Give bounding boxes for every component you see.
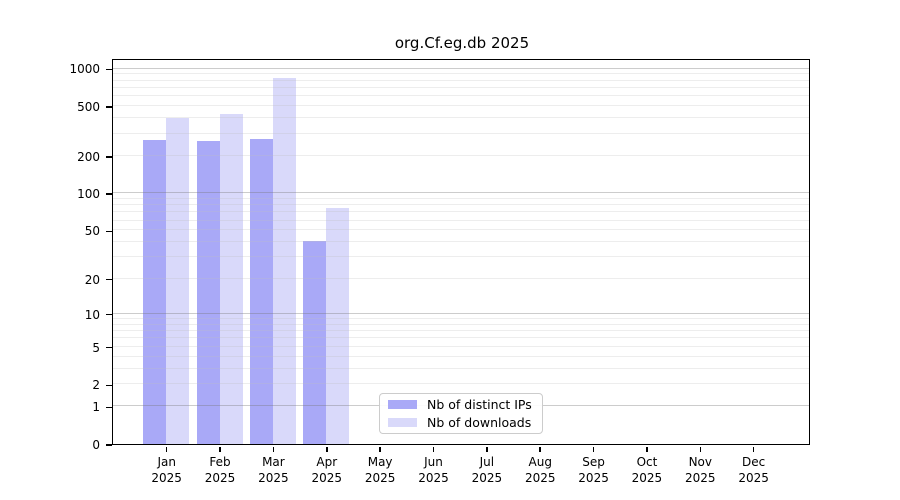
x-tick-mark — [326, 446, 328, 452]
minor-gridline — [113, 132, 809, 134]
x-tick-mark — [432, 446, 435, 452]
y-tick-label: 500 — [77, 100, 100, 115]
x-tick-mark — [219, 446, 221, 452]
x-tick-mark — [165, 446, 168, 452]
bar-downloads — [326, 207, 350, 444]
minor-gridline — [113, 154, 809, 156]
x-tick-mark — [699, 446, 702, 452]
y-tick-mark — [106, 313, 112, 316]
legend-item-distinct-ips: Nb of distinct IPs — [388, 397, 534, 412]
legend-label: Nb of downloads — [427, 415, 532, 430]
minor-gridline — [113, 241, 809, 243]
minor-gridline — [113, 323, 809, 325]
minor-gridline — [113, 73, 809, 75]
bar-distinct-ips — [196, 140, 220, 444]
y-tick-label: 5 — [92, 340, 100, 355]
bars-layer — [113, 60, 809, 444]
legend-label: Nb of distinct IPs — [427, 397, 532, 412]
y-tick-mark — [106, 346, 112, 349]
x-tick-label-nov: Nov 2025 — [685, 454, 716, 485]
x-tick-label-jan: Jan 2025 — [151, 454, 182, 485]
x-tick-label-mar: Mar 2025 — [258, 454, 289, 485]
bar-distinct-ips — [249, 138, 273, 444]
y-tick-label: 2 — [92, 378, 100, 393]
x-tick-mark — [539, 446, 541, 452]
x-tick-mark — [752, 446, 755, 452]
x-tick-label-apr: Apr 2025 — [311, 454, 343, 485]
y-tick-mark — [106, 68, 112, 71]
x-tick-label-oct: Oct 2025 — [631, 454, 663, 485]
minor-gridline — [113, 229, 809, 231]
minor-gridline — [113, 79, 809, 81]
minor-gridline — [113, 86, 809, 88]
x-tick-label-jun: Jun 2025 — [418, 454, 449, 485]
minor-gridline — [113, 383, 809, 385]
y-tick-label: 0 — [92, 438, 100, 452]
minor-gridline — [113, 355, 809, 357]
grid-layer — [113, 60, 809, 444]
bar-downloads — [272, 77, 296, 444]
y-tick-label: 10 — [84, 307, 100, 322]
y-tick-mark — [106, 106, 112, 108]
x-tick-label-dec: Dec 2025 — [738, 454, 769, 485]
chart-title: org.Cf.eg.db 2025 — [394, 34, 530, 52]
y-tick-mark — [106, 406, 112, 409]
legend-swatch-distinct-ips — [388, 400, 417, 409]
legend-swatch-downloads — [388, 418, 417, 427]
x-tick-mark — [486, 446, 488, 452]
major-gridline — [113, 192, 809, 194]
minor-gridline — [113, 211, 809, 213]
y-tick-label: 200 — [77, 149, 100, 164]
minor-gridline — [113, 277, 809, 279]
x-tick-label-sep: Sep 2025 — [578, 454, 609, 485]
minor-gridline — [113, 105, 809, 107]
y-tick-label: 100 — [77, 187, 100, 202]
x-tick-mark — [272, 446, 275, 452]
y-tick-mark — [106, 278, 112, 281]
y-tick-mark — [106, 444, 112, 446]
minor-gridline — [113, 219, 809, 221]
x-tick-mark — [592, 446, 595, 452]
y-axis: 0 1 2 5 10 20 50 100 200 500 1000 — [0, 0, 112, 500]
minor-gridline — [113, 117, 809, 119]
x-axis: Jan 2025 Feb 2025 Mar 2025 Apr 2025 May 2025 Jun 20… — [114, 446, 809, 497]
x-tick-mark — [646, 446, 648, 452]
x-tick-mark — [379, 446, 381, 452]
y-tick-label: 20 — [84, 272, 100, 287]
minor-gridline — [113, 345, 809, 347]
x-tick-label-jul: Jul 2025 — [471, 454, 503, 485]
bar-downloads — [166, 118, 190, 444]
y-tick-mark — [106, 230, 112, 233]
minor-gridline — [113, 256, 809, 258]
y-tick-mark — [106, 156, 112, 158]
minor-gridline — [113, 367, 809, 369]
minor-gridline — [113, 337, 809, 339]
y-tick-label: 1 — [92, 400, 100, 415]
y-tick-mark — [106, 384, 112, 387]
y-tick-label: 1000 — [69, 62, 100, 77]
minor-gridline — [113, 204, 809, 206]
y-tick-mark — [106, 193, 112, 195]
bar-downloads — [219, 113, 243, 444]
minor-gridline — [113, 317, 809, 319]
plot-area — [112, 59, 810, 445]
legend: Nb of distinct IPs Nb of downloads — [379, 393, 543, 434]
minor-gridline — [113, 95, 809, 97]
major-gridline — [113, 67, 809, 69]
minor-gridline — [113, 329, 809, 331]
x-tick-label-feb: Feb 2025 — [204, 454, 236, 485]
bar-distinct-ips — [303, 240, 327, 444]
legend-item-downloads: Nb of downloads — [388, 415, 534, 430]
y-tick-label: 50 — [84, 224, 100, 239]
bar-distinct-ips — [143, 139, 167, 444]
x-tick-label-may: May 2025 — [364, 454, 396, 485]
minor-gridline — [113, 197, 809, 199]
major-gridline — [113, 312, 809, 314]
x-tick-label-aug: Aug 2025 — [524, 454, 556, 485]
